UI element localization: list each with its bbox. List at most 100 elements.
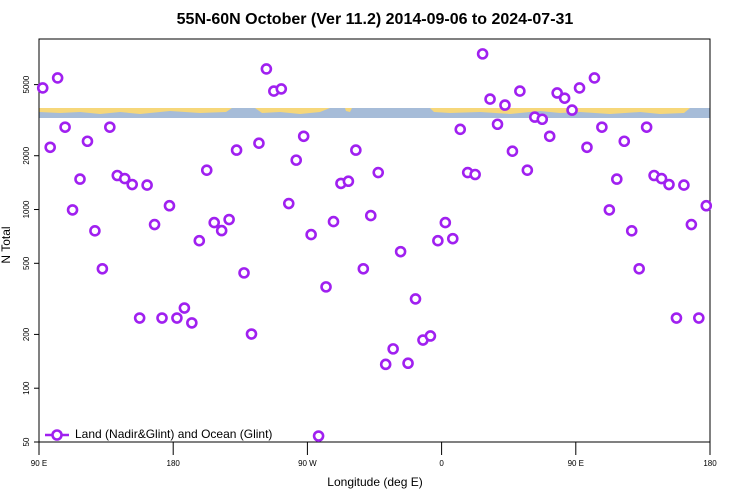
point [655, 172, 668, 185]
point [514, 85, 526, 97]
point [678, 179, 690, 191]
legend-label: Land (Nadir&Glint) and Ocean (Glint) [75, 427, 272, 441]
point [432, 234, 444, 247]
point [275, 83, 288, 95]
point [476, 48, 489, 60]
point [118, 172, 131, 185]
land-mask-band [39, 108, 710, 118]
point [186, 317, 198, 329]
point [596, 121, 608, 133]
point [558, 92, 571, 104]
point [156, 312, 168, 324]
point [357, 262, 370, 275]
point [89, 225, 101, 237]
y-tick-label: 100 [22, 381, 31, 395]
point [469, 168, 481, 181]
point [290, 154, 303, 166]
point [409, 293, 422, 305]
point [693, 312, 705, 324]
point [305, 228, 317, 241]
x-tick-label: 90 E [31, 459, 47, 468]
point [208, 216, 221, 229]
point [59, 121, 71, 133]
point [126, 178, 138, 191]
point [200, 164, 213, 176]
point [148, 218, 161, 231]
y-tick-label: 2000 [22, 146, 31, 164]
point [163, 199, 176, 212]
point [551, 87, 563, 99]
point [446, 232, 459, 245]
land-patch [39, 108, 232, 114]
point [36, 82, 49, 94]
legend-marker [51, 429, 63, 441]
point [588, 72, 601, 84]
point [44, 141, 56, 154]
point [327, 215, 340, 228]
point [66, 204, 79, 216]
legend: Land (Nadir&Glint) and Ocean (Glint) [45, 427, 272, 441]
y-tick-label: 500 [22, 256, 31, 270]
point [618, 135, 631, 148]
y-tick-label: 50 [22, 437, 31, 446]
point [342, 175, 355, 188]
point [141, 179, 153, 191]
point [402, 357, 414, 370]
point [230, 144, 243, 156]
chart-title: 55N-60N October (Ver 11.2) 2014-09-06 to… [177, 11, 574, 28]
y-tick-label: 5000 [22, 75, 31, 93]
point [350, 144, 362, 156]
point [178, 302, 191, 314]
point [253, 137, 265, 150]
point [312, 430, 325, 442]
y-tick-label: 1000 [22, 200, 31, 218]
x-tick-label: 90 E [568, 459, 584, 468]
point [104, 121, 116, 133]
y-tick-label: 200 [22, 327, 31, 341]
point [633, 262, 645, 275]
point [96, 262, 109, 275]
y-axis-label: N Total [0, 226, 13, 263]
point [193, 234, 206, 247]
point [215, 224, 228, 237]
x-axis-label: Longitude (deg E) [327, 475, 422, 489]
point [133, 312, 146, 324]
point [484, 93, 496, 105]
x-tick-label: 90 W [298, 459, 317, 468]
point [394, 245, 407, 258]
point [566, 104, 578, 116]
point [670, 312, 683, 324]
point [663, 178, 675, 191]
land-patch [430, 108, 690, 114]
point [74, 173, 86, 185]
land-patch [255, 108, 330, 114]
plot-frame [38, 38, 711, 443]
point [282, 197, 295, 210]
x-tick-label: 0 [439, 459, 444, 468]
point [245, 328, 258, 340]
x-tick-label: 180 [703, 459, 717, 468]
x-tick-label: 180 [167, 459, 181, 468]
point [171, 312, 183, 324]
point [297, 130, 310, 143]
point [454, 123, 467, 136]
point [573, 82, 586, 94]
point [700, 199, 713, 212]
point [625, 225, 638, 237]
point [81, 135, 94, 148]
point [387, 343, 399, 355]
point [238, 267, 250, 279]
land-patch [345, 108, 352, 112]
point [439, 216, 452, 229]
point [51, 72, 64, 84]
point [536, 113, 549, 126]
point [372, 166, 385, 179]
point [543, 130, 556, 143]
point [611, 173, 623, 185]
series [36, 48, 713, 442]
point [506, 145, 519, 158]
point [320, 281, 332, 293]
point [491, 118, 504, 131]
point [685, 218, 698, 231]
